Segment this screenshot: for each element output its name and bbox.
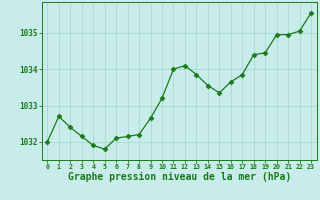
X-axis label: Graphe pression niveau de la mer (hPa): Graphe pression niveau de la mer (hPa) (68, 172, 291, 182)
